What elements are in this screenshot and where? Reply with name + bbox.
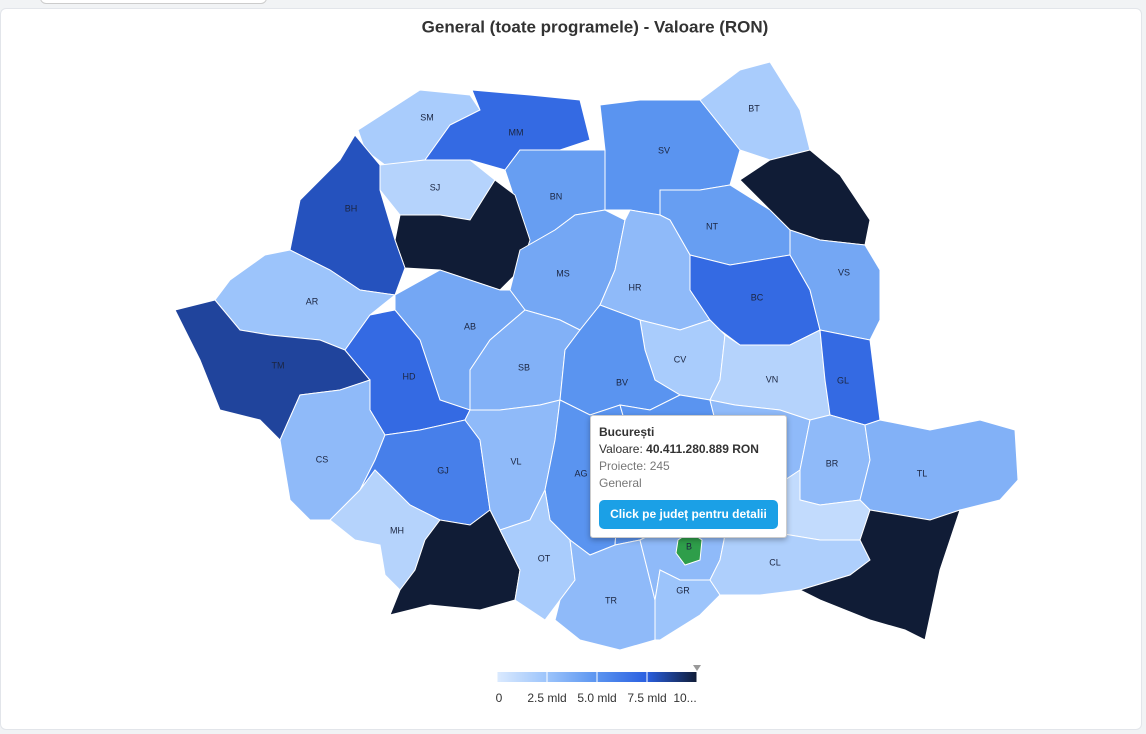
county-label: SJ [430,182,441,192]
county-label: CV [674,354,687,364]
county-label: OT [538,553,551,563]
county[interactable] [699,61,811,161]
county-label: TL [917,468,928,478]
county-label: BT [748,103,760,113]
legend-label: 0 [496,691,503,705]
county-label: VN [766,374,779,384]
county[interactable] [798,509,961,641]
tooltip-value-label: Valoare: [599,442,643,456]
county-label: VL [510,456,521,466]
legend-label: 5.0 mld [577,691,616,705]
county-label: HR [629,282,642,292]
county-label: SM [420,112,434,122]
map-title: General (toate programele) - Valoare (RO… [422,17,769,36]
tooltip-value: Valoare: 40.411.280.889 RON [599,441,778,458]
county-label: TR [605,595,617,605]
county-label: GJ [437,465,449,475]
county[interactable] [819,329,881,426]
county-label: AR [306,296,319,306]
county-label: TM [272,360,285,370]
county-label: CS [316,454,329,464]
tooltip-title: București [599,425,655,439]
county-label: BC [751,292,764,302]
county-label: BN [550,191,563,201]
county-label: AB [464,321,476,331]
legend-label: 2.5 mld [527,691,566,705]
county-label: SB [518,362,530,372]
county-label: VS [838,267,850,277]
details-button[interactable]: Click pe județ pentru detalii [599,500,778,529]
county-label: BR [826,458,839,468]
county-label: BV [616,377,628,387]
county-label: MH [390,525,404,535]
county-label: BH [345,203,358,213]
tooltip-program: General [599,476,642,490]
legend-label: 7.5 mld [627,691,666,705]
regions [174,61,1019,651]
county-label: MM [509,127,524,137]
tooltip-projects: Proiecte: 245 [599,459,670,473]
county-label: AG [574,468,587,478]
county-label: GL [837,375,849,385]
county[interactable] [789,229,881,341]
county-label: MS [556,268,570,278]
county-label: SV [658,145,670,155]
county-label: CL [769,557,781,567]
tooltip-value-text: 40.411.280.889 RON [646,442,759,456]
legend-pointer [693,665,701,671]
county-label: NT [706,221,718,231]
legend-label: 10... [673,691,696,705]
county-label: HD [403,371,416,381]
tooltip: București Valoare: 40.411.280.889 RON Pr… [590,415,787,538]
county-label: B [686,541,692,551]
county[interactable] [859,419,1019,521]
county-label: GR [676,585,690,595]
